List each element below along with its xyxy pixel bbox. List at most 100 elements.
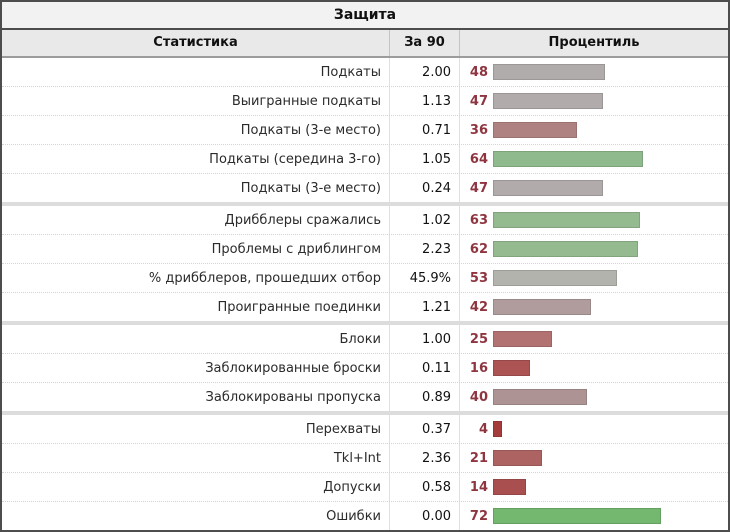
percentile-value: 64 [469,151,488,167]
stat-label: Проигранные поединки [2,293,390,321]
percentile-bar [493,479,526,495]
stat-row: Дрибблеры сражались 1.02 63 [2,206,728,234]
percentile-bar [493,360,531,376]
percentile-value: 72 [469,508,488,524]
percentile-bar [493,93,603,109]
percentile-value: 25 [469,331,488,347]
percentile-value: 48 [469,64,488,80]
percentile-value: 36 [469,122,488,138]
per90-value: 1.21 [390,293,460,321]
percentile-cell: 14 [460,473,728,501]
per90-value: 0.00 [390,502,460,530]
percentile-bar [493,212,641,228]
percentile-cell: 40 [460,383,728,411]
percentile-value: 62 [469,241,488,257]
percentile-value: 47 [469,93,488,109]
stat-label: % дрибблеров, прошедших отбор [2,264,390,292]
per90-value: 0.71 [390,116,460,144]
percentile-cell: 53 [460,264,728,292]
percentile-bar [493,122,578,138]
percentile-cell: 64 [460,145,728,173]
percentile-bar-track [493,389,727,405]
percentile-bar-track [493,270,727,286]
percentile-bar-track [493,151,727,167]
stat-label: Ошибки [2,502,390,530]
percentile-bar-track [493,64,727,80]
per90-value: 1.00 [390,325,460,353]
stat-row: Подкаты (середина 3-го) 1.05 64 [2,144,728,173]
percentile-cell: 36 [460,116,728,144]
percentile-cell: 62 [460,235,728,263]
stat-row: Выигранные подкаты 1.13 47 [2,86,728,115]
percentile-cell: 4 [460,415,728,443]
stat-group: Перехваты 0.37 4 Tkl+Int 2.36 21 Допуски… [2,411,728,530]
stat-group: Дрибблеры сражались 1.02 63 Проблемы с д… [2,202,728,321]
stat-label: Выигранные подкаты [2,87,390,115]
stat-row: Перехваты 0.37 4 [2,415,728,443]
per90-value: 0.24 [390,174,460,202]
percentile-value: 63 [469,212,488,228]
stat-label: Подкаты (середина 3-го) [2,145,390,173]
per90-value: 0.37 [390,415,460,443]
column-header-percentile: Процентиль [548,35,640,50]
percentile-bar-track [493,508,727,524]
stat-row: Заблокированы пропуска 0.89 40 [2,382,728,411]
percentile-value: 14 [469,479,488,495]
per90-value: 0.11 [390,354,460,382]
percentile-bar-track [493,122,727,138]
column-header-row: Статистика За 90 Процентиль [2,30,728,58]
percentile-bar [493,421,503,437]
stat-label: Проблемы с дриблингом [2,235,390,263]
table-body: Подкаты 2.00 48 Выигранные подкаты 1.13 … [2,58,728,530]
per90-value: 0.58 [390,473,460,501]
percentile-bar [493,331,552,347]
percentile-cell: 47 [460,174,728,202]
percentile-value: 16 [469,360,488,376]
stat-group: Подкаты 2.00 48 Выигранные подкаты 1.13 … [2,58,728,202]
stat-label: Подкаты (3-е место) [2,116,390,144]
stat-row: Подкаты 2.00 48 [2,58,728,86]
stat-label: Дрибблеры сражались [2,206,390,234]
column-header-statistic: Статистика [2,30,390,56]
percentile-bar [493,389,587,405]
percentile-bar [493,151,643,167]
per90-value: 1.13 [390,87,460,115]
column-header-per90: За 90 [390,30,460,56]
stat-label: Блоки [2,325,390,353]
stat-label: Подкаты [2,58,390,86]
stat-label: Заблокированные броски [2,354,390,382]
percentile-bar-track [493,241,727,257]
table-title: Защита [2,2,728,30]
percentile-bar [493,270,618,286]
percentile-cell: 21 [460,444,728,472]
percentile-cell: 47 [460,87,728,115]
stat-row: Допуски 0.58 14 [2,472,728,501]
percentile-value: 40 [469,389,488,405]
stat-label: Tkl+Int [2,444,390,472]
stat-row: Подкаты (3-е место) 0.71 36 [2,115,728,144]
per90-value: 2.00 [390,58,460,86]
percentile-bar-track [493,479,727,495]
per90-value: 45.9% [390,264,460,292]
percentile-bar-track [493,331,727,347]
stat-label: Перехваты [2,415,390,443]
percentile-cell: 42 [460,293,728,321]
percentile-cell: 25 [460,325,728,353]
stat-group: Блоки 1.00 25 Заблокированные броски 0.1… [2,321,728,411]
percentile-bar-track [493,212,727,228]
percentile-cell: 63 [460,206,728,234]
stat-row: Заблокированные броски 0.11 16 [2,353,728,382]
percentile-bar-track [493,180,727,196]
percentile-bar [493,450,543,466]
stat-row: Подкаты (3-е место) 0.24 47 [2,173,728,202]
percentile-value: 42 [469,299,488,315]
stat-row: Проигранные поединки 1.21 42 [2,292,728,321]
per90-value: 2.23 [390,235,460,263]
stat-row: Проблемы с дриблингом 2.23 62 [2,234,728,263]
percentile-bar [493,299,592,315]
percentile-bar-track [493,93,727,109]
per90-value: 0.89 [390,383,460,411]
percentile-bar-track [493,421,727,437]
stat-row: Ошибки 0.00 72 [2,501,728,530]
